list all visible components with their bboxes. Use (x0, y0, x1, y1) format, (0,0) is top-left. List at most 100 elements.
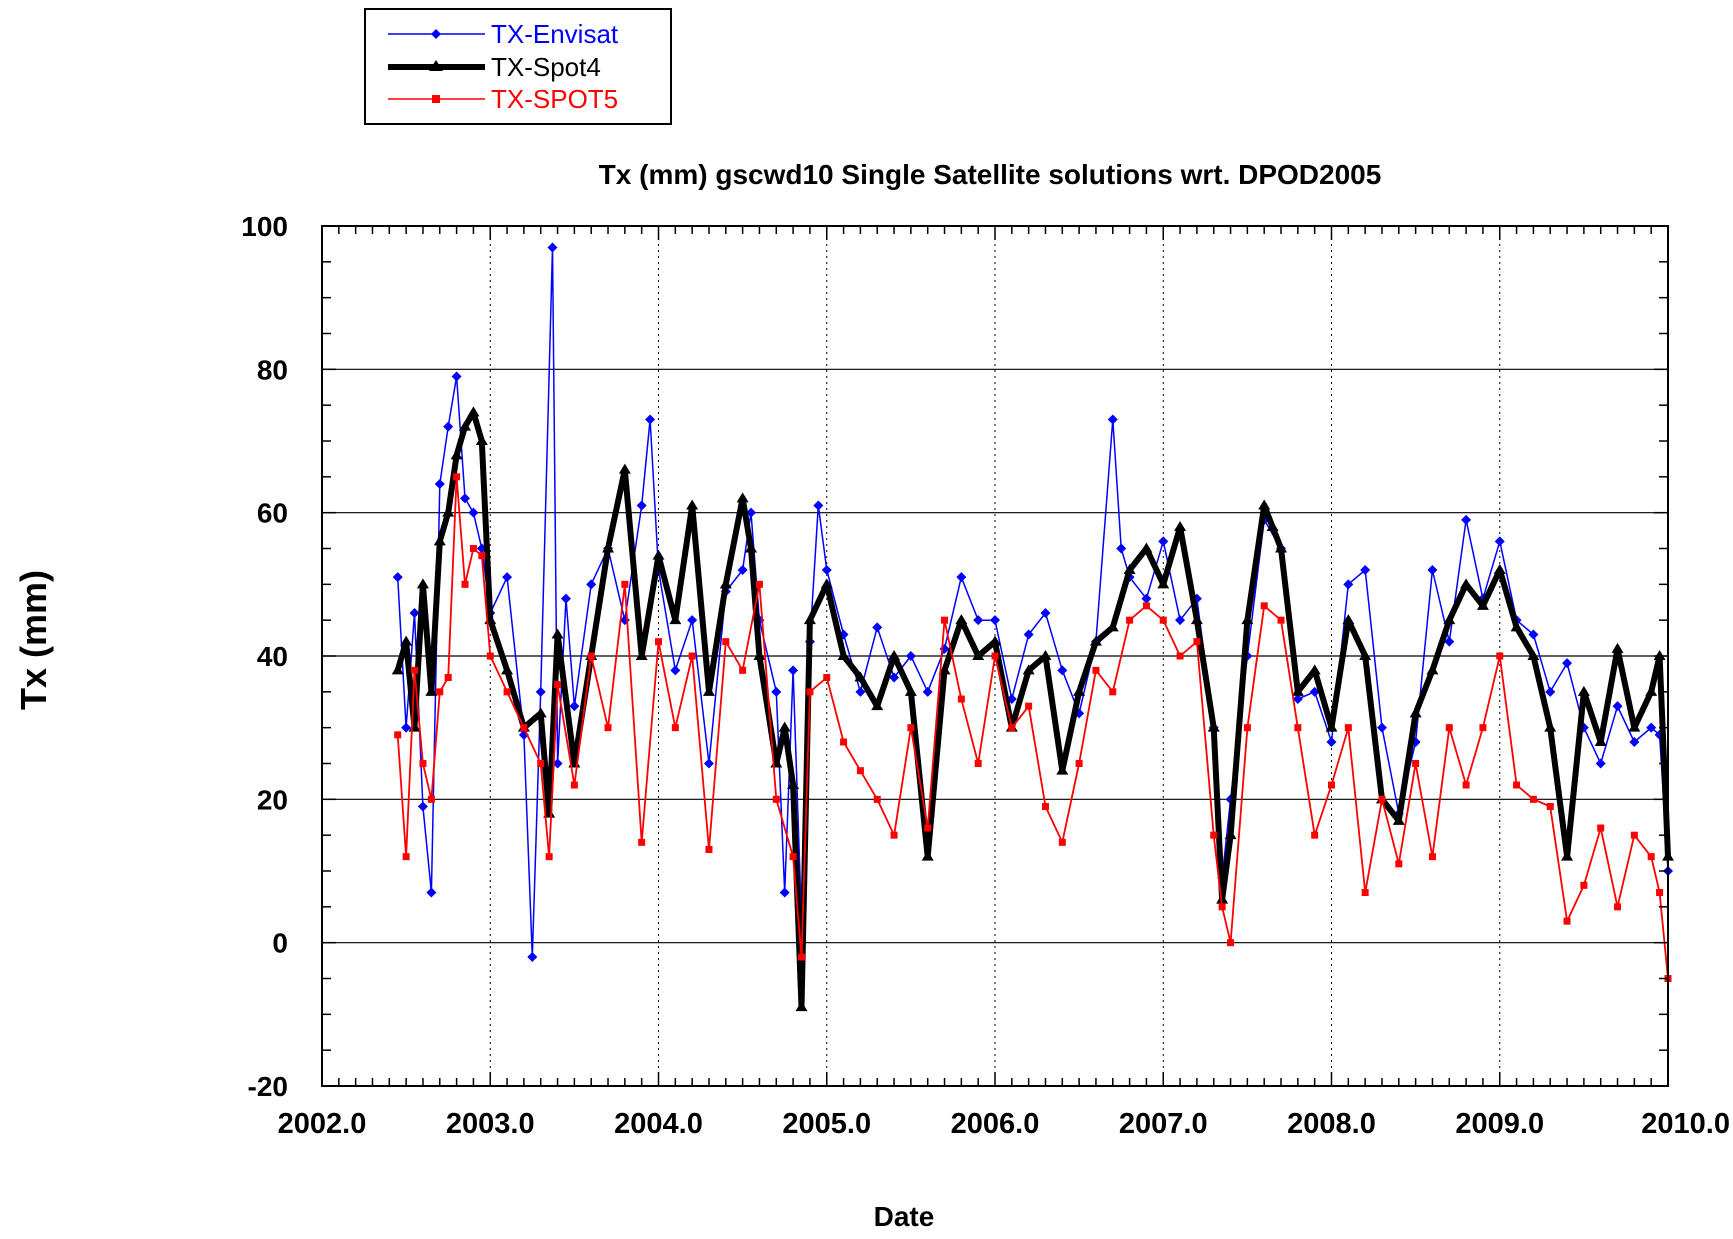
data-point (989, 635, 1001, 646)
data-point (520, 724, 528, 732)
data-point (1361, 889, 1369, 896)
data-point (1140, 542, 1153, 553)
data-point (1580, 881, 1588, 889)
data-point (443, 421, 454, 432)
series-layer (391, 242, 1674, 1012)
data-point (1008, 724, 1016, 732)
data-point (1311, 831, 1319, 839)
data-point (1344, 724, 1352, 732)
data-point (1109, 688, 1117, 696)
data-point (411, 666, 419, 674)
data-point (586, 579, 597, 590)
data-point (1193, 638, 1201, 646)
series-line-2 (396, 475, 1669, 979)
data-point (1326, 737, 1337, 747)
data-point (409, 608, 420, 618)
data-point (1224, 829, 1237, 840)
data-point (527, 952, 538, 962)
data-point (1260, 602, 1268, 610)
data-point (722, 638, 730, 646)
data-point (1445, 724, 1453, 732)
data-point (1107, 414, 1118, 425)
data-point (1653, 650, 1666, 660)
data-point (787, 779, 800, 789)
tick-labels: -20 0 20 40 60 80 100 2002.0 2003.0 2004.0 2005.0 2… (241, 211, 1730, 1140)
data-point (823, 674, 831, 681)
y-tick-label: 20 (257, 784, 288, 815)
frame-layer (321, 225, 1669, 1087)
data-point (453, 473, 461, 481)
data-point (416, 578, 429, 589)
data-point (554, 681, 562, 689)
legend-label-spot5: TX-SPOT5 (491, 84, 618, 114)
data-point (587, 652, 595, 660)
data-point (1359, 650, 1372, 660)
data-point (560, 593, 571, 604)
data-point (922, 686, 933, 697)
data-point (872, 622, 883, 633)
data-point (873, 795, 881, 803)
data-point (1328, 781, 1335, 789)
data-point (475, 435, 488, 445)
data-point (1123, 564, 1136, 574)
data-point (460, 493, 471, 504)
data-point (444, 674, 452, 681)
data-point (921, 850, 934, 861)
x-tick-label: 2003.0 (446, 1108, 535, 1140)
data-point (702, 685, 715, 696)
data-point (1462, 781, 1470, 789)
data-point (1461, 514, 1472, 525)
data-point (703, 758, 714, 769)
data-point (635, 650, 648, 660)
data-point (1158, 536, 1169, 547)
data-point (739, 666, 747, 674)
data-point (771, 686, 782, 697)
data-point (670, 665, 681, 676)
data-point (1041, 803, 1049, 810)
x-tick-label: 2008.0 (1287, 1108, 1376, 1140)
data-point (1174, 521, 1187, 531)
data-point (1308, 664, 1321, 675)
data-point (1376, 722, 1387, 733)
data-point (461, 580, 469, 588)
data-point (803, 614, 816, 625)
data-point (806, 688, 814, 696)
data-point (1092, 666, 1100, 674)
data-point (753, 650, 766, 660)
data-point (433, 535, 446, 546)
data-point (990, 615, 1000, 626)
data-point (1476, 599, 1489, 610)
data-point (1210, 831, 1218, 839)
data-point (1427, 565, 1438, 575)
data-point (552, 758, 563, 769)
data-point (618, 463, 631, 474)
data-point (772, 795, 780, 803)
data-point (1243, 724, 1251, 732)
data-point (888, 650, 901, 660)
data-point (400, 635, 413, 646)
data-point (545, 853, 553, 861)
data-point (1277, 616, 1285, 624)
data-point (1544, 721, 1557, 732)
data-point (1157, 578, 1170, 589)
data-point (602, 542, 615, 553)
data-point (459, 420, 472, 431)
data-point (746, 507, 757, 518)
data-point (1343, 579, 1354, 590)
data-point (1075, 760, 1083, 767)
data-point (837, 650, 850, 660)
data-point (1656, 889, 1664, 896)
data-point (1577, 685, 1590, 696)
data-point (1025, 702, 1033, 710)
data-point (687, 615, 698, 626)
legend-marker-envisat (431, 29, 441, 39)
data-point (1325, 721, 1338, 732)
legend-label-spot4: TX-Spot4 (491, 52, 601, 82)
data-point (1057, 665, 1068, 676)
data-point (1611, 642, 1624, 653)
data-point (1395, 860, 1403, 868)
data-point (1594, 736, 1607, 746)
data-point (1612, 701, 1623, 712)
data-point (467, 406, 480, 417)
